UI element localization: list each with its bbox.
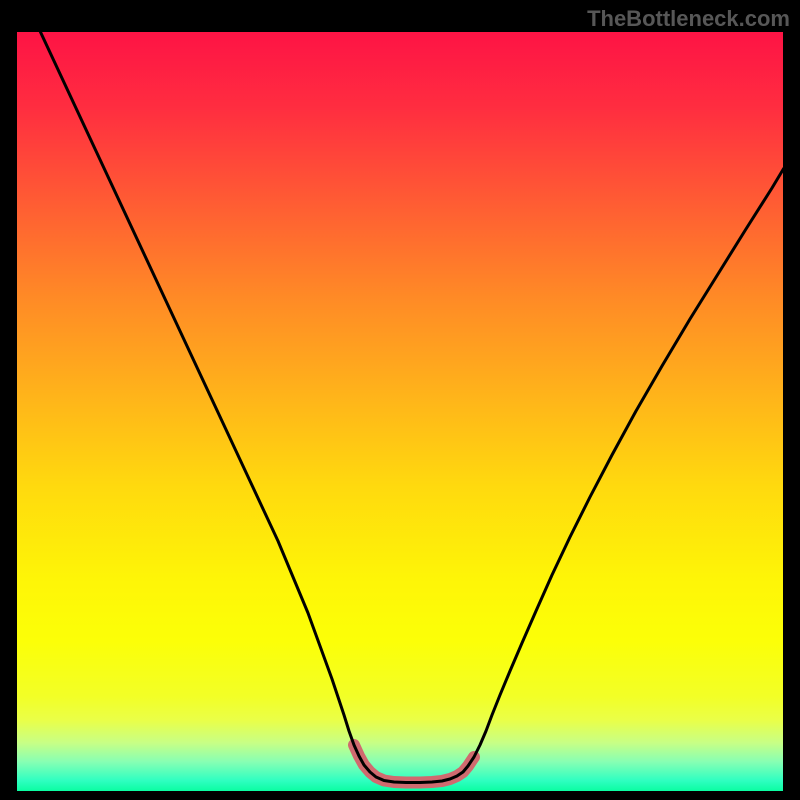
bottleneck-chart	[0, 0, 800, 800]
plot-background	[16, 31, 784, 792]
watermark-text: TheBottleneck.com	[587, 6, 790, 32]
